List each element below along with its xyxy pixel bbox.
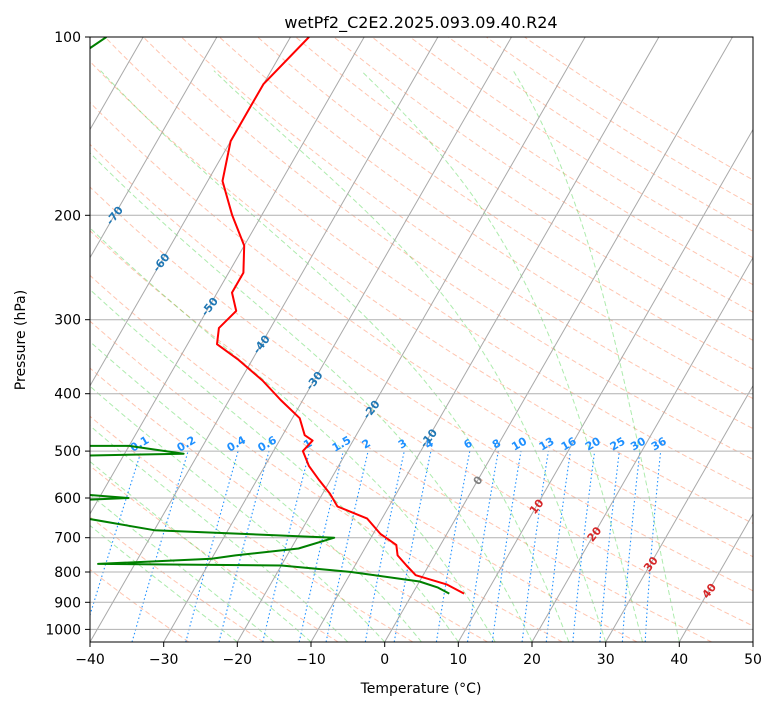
mixing-ratio-line (325, 450, 369, 642)
mixing-ratio-line (435, 450, 471, 642)
isotherm-line (531, 256, 753, 642)
moist-adiabat-line (360, 70, 643, 642)
isotherm-line (90, 37, 218, 259)
isotherm-line (163, 37, 512, 642)
chart-title: wetPf2_C2E2.2025.093.09.40.R24 (284, 13, 557, 33)
y-axis: 100 200 300 400 500 600 700 800 900 1000 (45, 30, 90, 638)
mixing-ratio-line (90, 450, 142, 617)
x-tick-label: 40 (670, 652, 688, 668)
x-axis: −40 −30 −20 −10 0 10 20 30 40 50 (75, 642, 762, 668)
x-tick-label: 10 (449, 652, 467, 668)
moist-adiabat-line (512, 70, 680, 642)
y-tick-label: 200 (54, 208, 81, 224)
isotherm-line (310, 37, 660, 642)
dry-adiabat-line (219, 37, 753, 400)
mixing-ratio-line (393, 450, 432, 642)
y-tick-label: 900 (54, 595, 81, 611)
mixing-ratio-line (491, 451, 522, 642)
moist-adiabat-line (90, 460, 312, 642)
mixing-ratio-line (572, 451, 596, 642)
mixing-ratio-line (364, 450, 405, 642)
mixing-ratio-line (466, 451, 499, 642)
dry-adiabat-line (371, 37, 753, 286)
temperature-profile-line (216, 37, 465, 595)
isotherm-line (605, 384, 753, 642)
dry-adiabat-line (90, 143, 753, 592)
y-tick-label: 100 (54, 30, 81, 46)
isotherm-line (384, 37, 733, 642)
y-tick-label: 800 (54, 565, 81, 581)
moist-adiabat-line (90, 152, 533, 642)
dry-adiabat-line (409, 37, 753, 259)
mixing-ratio-line (262, 450, 311, 642)
y-axis-title: Pressure (hPa) (13, 290, 29, 390)
y-tick-label: 500 (54, 444, 81, 460)
x-tick-label: −10 (296, 652, 326, 668)
moist-adiabat-line (90, 425, 349, 642)
moist-adiabat-line (100, 70, 570, 642)
moist-adiabat-line (90, 524, 238, 642)
moist-adiabat-line (90, 340, 422, 642)
moist-adiabats (90, 70, 680, 642)
y-tick-label: 600 (54, 491, 81, 507)
isotherm-line (678, 512, 753, 642)
x-tick-label: 30 (597, 652, 615, 668)
dry-adiabat-line (90, 320, 563, 642)
isotherm-line (236, 37, 586, 642)
plot-area: 0.10.20.40.611.52346810131620253036-100-… (90, 37, 753, 642)
x-tick-label: 50 (744, 652, 762, 668)
x-tick-label: 20 (523, 652, 541, 668)
mixing-ratio-line (185, 450, 239, 642)
plot-frame (89, 36, 754, 643)
y-tick-label: 1000 (45, 622, 81, 638)
mixing-ratio-line (131, 450, 189, 642)
isotherm-line (90, 37, 365, 515)
sounding-profiles (90, 37, 465, 595)
mixing-ratio-lines (90, 450, 662, 642)
mixing-ratio-line (545, 451, 572, 642)
dry-adiabat-line (90, 415, 414, 642)
dry-adiabat-line (295, 37, 753, 341)
x-tick-label: −40 (75, 652, 105, 668)
dry-adiabat-line (524, 37, 753, 181)
isotherms (90, 37, 753, 642)
x-axis-title: Temperature (°C) (360, 681, 482, 697)
dry-adiabat-line (90, 101, 753, 558)
moist-adiabat-line (90, 227, 496, 642)
moist-adiabat-line (90, 493, 275, 642)
y-tick-label: 300 (54, 313, 81, 329)
isotherm-line (90, 37, 439, 642)
mixing-ratio-line (298, 450, 344, 642)
pressure-gridlines (90, 37, 753, 630)
isotherm-line (457, 128, 753, 642)
x-tick-label: 0 (380, 652, 389, 668)
dry-adiabat-line (486, 37, 753, 206)
x-tick-label: −20 (223, 652, 253, 668)
dry-adiabat-line (90, 274, 638, 642)
mixing-ratio-line (521, 451, 549, 642)
dry-adiabat-line (142, 37, 753, 461)
y-tick-label: 400 (54, 387, 81, 403)
dewpoint-profile-line (90, 37, 450, 595)
moist-adiabat-line (213, 70, 607, 642)
moist-adiabat-line (90, 288, 459, 642)
mixing-ratio-line (218, 450, 270, 642)
dry-adiabat-line (90, 60, 753, 524)
moist-adiabat-line (90, 385, 386, 642)
y-tick-label: 700 (54, 531, 81, 547)
x-tick-label: −30 (149, 652, 179, 668)
